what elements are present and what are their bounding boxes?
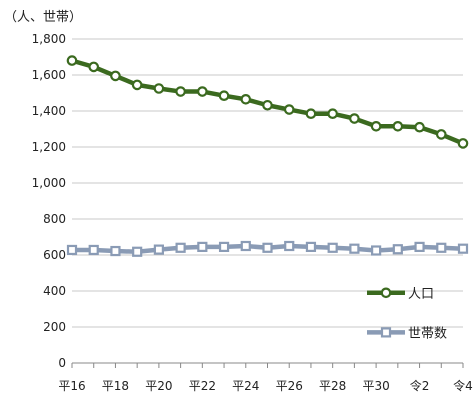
x-tick-label: 平20 — [145, 379, 172, 393]
data-point — [305, 108, 317, 119]
data-point — [414, 241, 425, 252]
data-point — [435, 129, 447, 140]
y-tick-label: 200 — [43, 320, 66, 334]
legend-label-2: 世帯数 — [408, 326, 447, 341]
data-point — [327, 242, 338, 253]
data-point — [392, 121, 404, 132]
data-point — [197, 86, 208, 97]
data-point — [392, 244, 403, 255]
data-point — [349, 113, 360, 124]
y-tick-label: 1,200 — [32, 140, 66, 154]
data-point — [457, 138, 469, 149]
data-point — [132, 246, 143, 257]
data-point — [66, 244, 78, 256]
data-point — [218, 241, 230, 252]
data-point — [131, 79, 143, 91]
data-point — [327, 108, 338, 119]
x-tick-label: 平16 — [58, 379, 85, 393]
data-point — [153, 244, 164, 255]
x-tick-label: 平22 — [189, 379, 216, 393]
data-point — [240, 240, 251, 252]
data-point — [370, 121, 382, 132]
data-point — [218, 90, 230, 101]
y-tick-label: 400 — [43, 284, 66, 298]
data-point — [284, 240, 295, 252]
data-point — [175, 86, 186, 97]
unit-label: （人、世帯） — [4, 10, 83, 25]
data-point — [197, 241, 208, 252]
data-point — [153, 83, 165, 94]
y-tick-label: 1,400 — [32, 104, 66, 118]
data-point — [349, 243, 360, 254]
data-point — [457, 243, 469, 254]
data-point — [436, 242, 447, 253]
data-point — [262, 99, 273, 111]
data-point — [88, 61, 100, 73]
data-point — [414, 121, 425, 133]
data-point — [371, 245, 382, 256]
data-point — [305, 241, 317, 252]
x-tick-label: 平18 — [102, 379, 129, 393]
y-tick-label: 0 — [58, 356, 66, 370]
legend-marker — [380, 287, 392, 299]
x-tick-label: 平26 — [276, 379, 303, 393]
y-tick-label: 800 — [43, 212, 66, 226]
x-tick-label: 平24 — [232, 379, 259, 393]
y-tick-label: 1,600 — [32, 68, 66, 82]
x-tick-label: 令2 — [410, 378, 430, 393]
x-tick-label: 平28 — [319, 379, 346, 393]
y-tick-label: 1,000 — [32, 176, 66, 190]
data-point — [88, 244, 99, 256]
data-point — [240, 94, 252, 105]
data-point — [283, 104, 295, 115]
data-point — [110, 70, 121, 82]
x-tick-label: 令4 — [453, 378, 473, 393]
y-tick-label: 600 — [43, 248, 66, 262]
legend-marker — [380, 327, 392, 338]
data-point — [66, 55, 78, 66]
legend-label-1: 人口 — [408, 287, 434, 302]
data-point — [262, 242, 273, 253]
x-tick-label: 平30 — [362, 379, 389, 393]
y-tick-label: 1,800 — [32, 32, 66, 46]
data-point — [175, 242, 186, 253]
data-point — [110, 245, 121, 257]
